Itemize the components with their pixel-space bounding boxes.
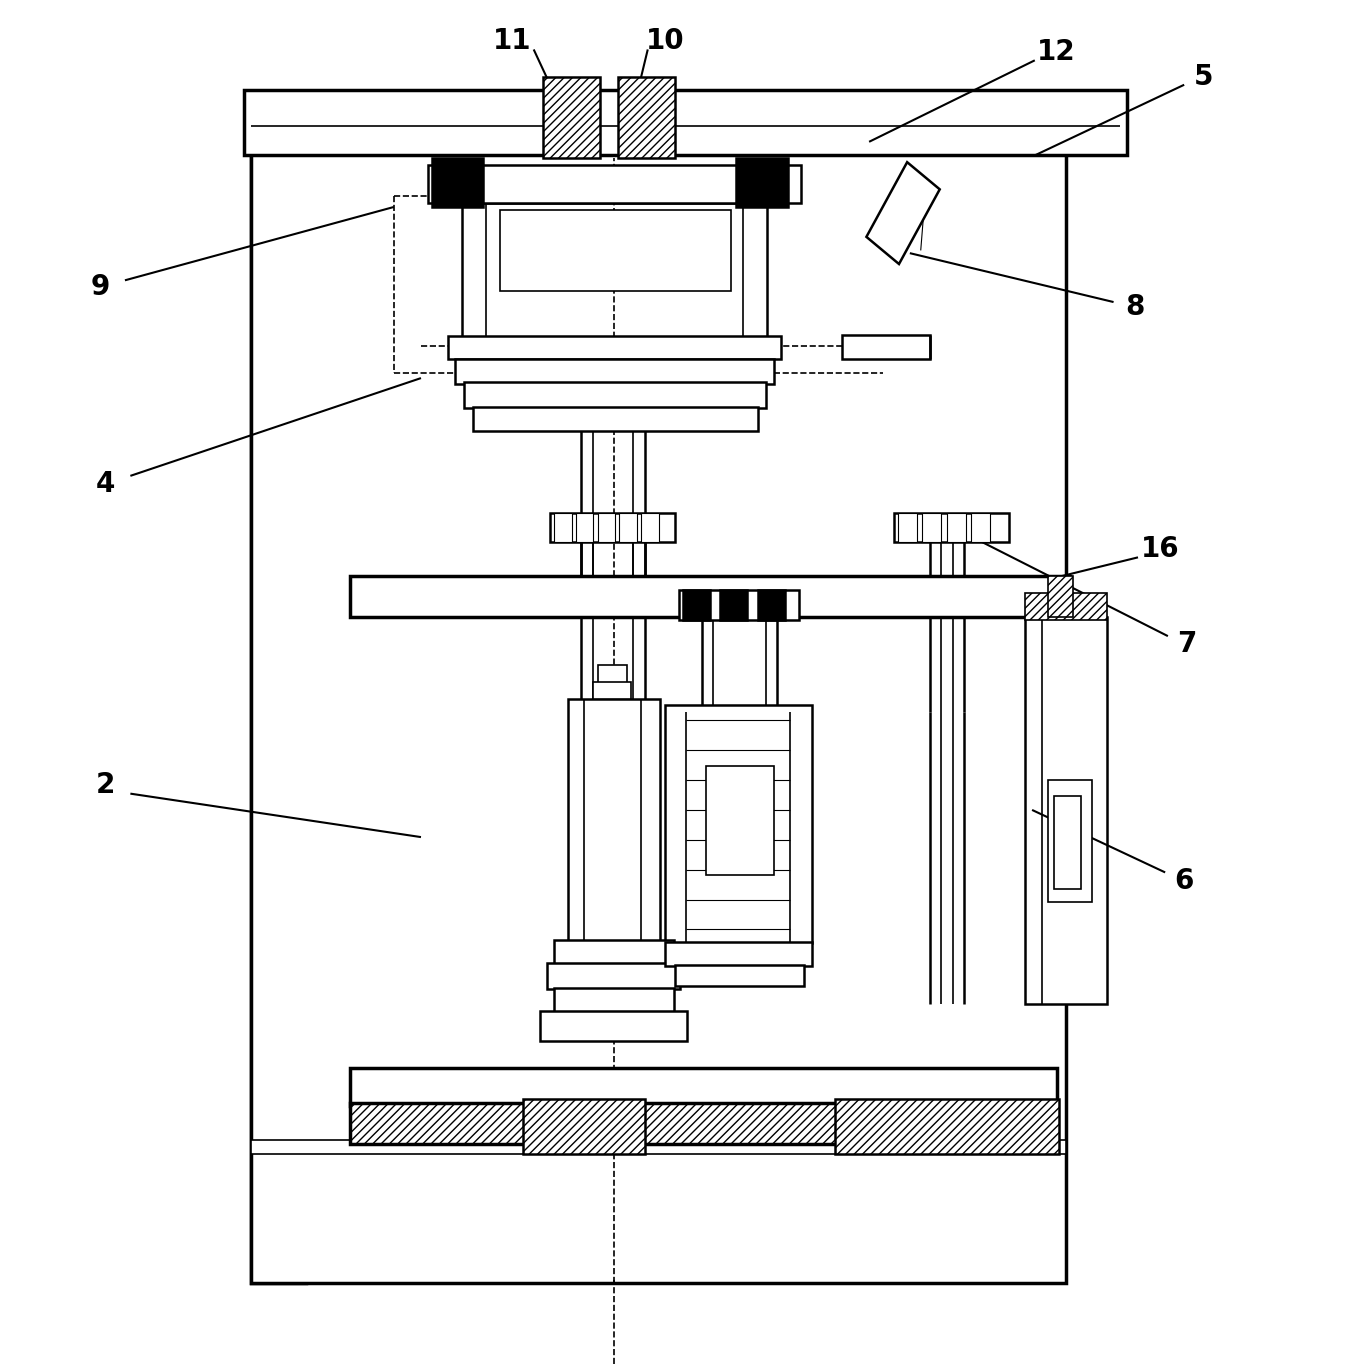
- Bar: [971, 512, 990, 543]
- Text: 11: 11: [493, 27, 531, 55]
- Polygon shape: [866, 162, 940, 264]
- Bar: [842, 334, 930, 359]
- Text: 2: 2: [96, 771, 115, 800]
- Bar: [706, 766, 774, 875]
- Bar: [1025, 616, 1107, 1004]
- Bar: [473, 407, 758, 432]
- Bar: [523, 1099, 645, 1154]
- Bar: [835, 1099, 1059, 1154]
- Bar: [540, 1011, 687, 1041]
- Bar: [598, 512, 615, 543]
- Bar: [922, 512, 941, 543]
- Bar: [593, 682, 631, 699]
- Bar: [675, 964, 804, 986]
- Bar: [758, 590, 785, 619]
- Bar: [455, 359, 774, 384]
- Bar: [428, 164, 801, 203]
- Bar: [432, 158, 483, 207]
- Bar: [448, 336, 781, 359]
- Bar: [736, 158, 788, 207]
- Bar: [554, 988, 674, 1014]
- Bar: [550, 512, 675, 543]
- Bar: [500, 210, 731, 292]
- Bar: [1048, 780, 1092, 903]
- Bar: [1054, 796, 1081, 889]
- Text: 4: 4: [96, 470, 115, 499]
- Bar: [683, 590, 710, 619]
- Bar: [543, 77, 600, 158]
- Text: 8: 8: [1126, 293, 1145, 322]
- Bar: [251, 101, 1066, 1282]
- Bar: [665, 941, 812, 966]
- Bar: [568, 699, 660, 943]
- Bar: [554, 512, 572, 543]
- Bar: [619, 512, 637, 543]
- Text: 9: 9: [91, 273, 110, 301]
- Bar: [665, 706, 812, 943]
- Bar: [462, 203, 767, 338]
- Bar: [1048, 577, 1073, 616]
- Bar: [947, 512, 966, 543]
- Bar: [641, 512, 659, 543]
- Bar: [598, 664, 627, 685]
- Bar: [1025, 593, 1107, 619]
- Text: 5: 5: [1194, 63, 1213, 90]
- Bar: [464, 382, 766, 408]
- Bar: [251, 1140, 1066, 1154]
- Bar: [679, 590, 799, 619]
- Bar: [554, 940, 674, 964]
- Bar: [350, 577, 1070, 616]
- Text: 6: 6: [1175, 867, 1194, 895]
- Bar: [244, 90, 1127, 155]
- Bar: [720, 590, 747, 619]
- Bar: [898, 512, 917, 543]
- Bar: [576, 512, 593, 543]
- Text: 16: 16: [1141, 536, 1179, 563]
- Bar: [251, 101, 306, 1282]
- Text: 7: 7: [1177, 630, 1196, 658]
- Bar: [350, 1069, 1057, 1106]
- Text: 10: 10: [646, 27, 684, 55]
- Bar: [547, 963, 680, 989]
- Bar: [618, 77, 675, 158]
- Bar: [350, 1103, 1057, 1144]
- Bar: [894, 512, 1009, 543]
- Text: 12: 12: [1038, 38, 1076, 66]
